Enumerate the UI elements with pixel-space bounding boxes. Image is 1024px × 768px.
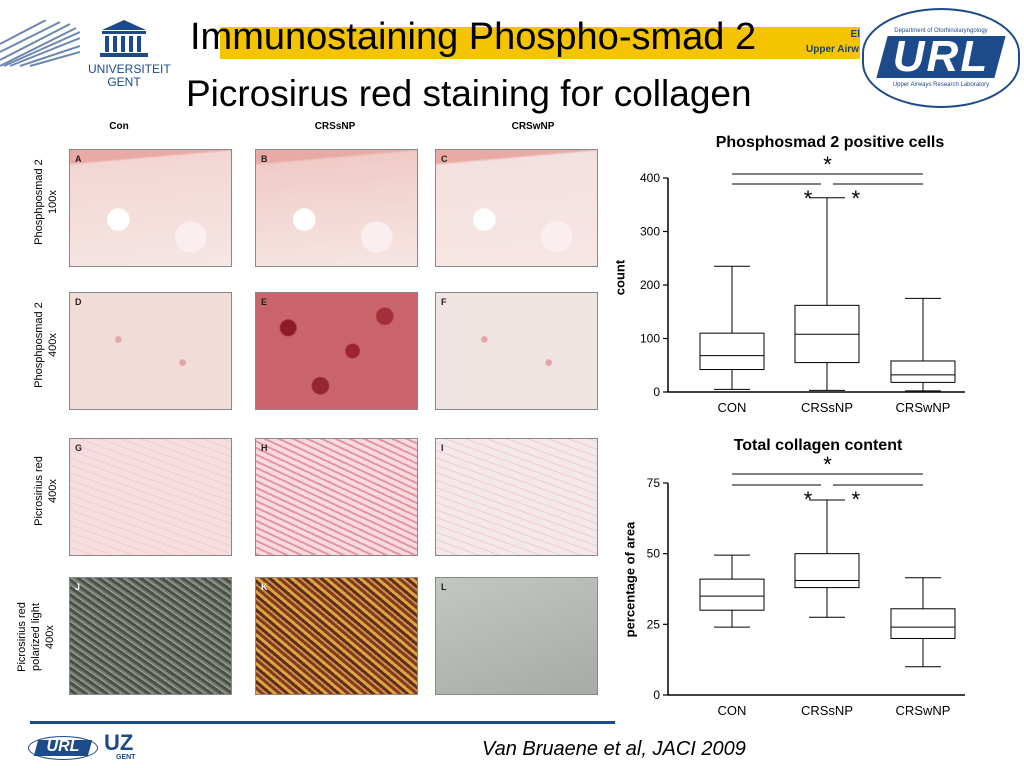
panel-letter: J — [75, 582, 81, 592]
decorative-stripe — [0, 19, 81, 68]
row-label-3: Picrosirius red 400x — [32, 426, 60, 556]
row-label-2-label-line1: Phosphposmad 2 — [33, 302, 45, 388]
footer-gent-text: GENT — [116, 754, 136, 761]
panel-letter: K — [261, 582, 268, 592]
box-con — [699, 332, 765, 371]
box-crssnp — [794, 553, 860, 589]
significance-star: * — [823, 152, 832, 177]
footer-url-logo: URL — [26, 732, 100, 762]
panel-letter: I — [441, 443, 444, 453]
y-tick-label: 25 — [647, 617, 661, 631]
significance-star: * — [804, 487, 813, 512]
row-label-4-label-line2: polarized light — [30, 603, 42, 671]
column-header-con: Con — [109, 121, 129, 132]
micrograph-panel-d: D — [69, 292, 232, 410]
y-tick-label: 400 — [640, 171, 660, 185]
panel-letter: F — [441, 297, 447, 307]
banner-text: El Upper Airw — [806, 27, 860, 59]
footer-divider — [30, 721, 615, 724]
citation: Van Bruaene et al, JACI 2009 — [482, 738, 746, 760]
micrograph-panel-l: L — [435, 577, 598, 695]
row-label-3-label-line1: Picrosirius red — [33, 456, 45, 526]
micrograph-panel-h: H — [255, 438, 418, 556]
significance-star: * — [852, 186, 861, 211]
y-tick-label: 0 — [653, 688, 660, 702]
micrograph-panel-g: G — [69, 438, 232, 556]
banner-text-line1: El — [850, 29, 860, 40]
x-tick-label: CRSsNP — [801, 400, 853, 415]
url-logo-top-text: Department of Otorhinolaryngology — [894, 28, 988, 34]
row-label-3-label-line2: 400x — [47, 479, 59, 503]
chart1-boxplot: 0 100 200 300 400 CON CRSsNP CRSwNP * * * — [640, 152, 965, 415]
micrograph-panel-i: I — [435, 438, 598, 556]
x-tick-label: CON — [718, 400, 747, 415]
footer-uz-text: UZ — [104, 730, 134, 755]
url-logo: Department of Otorhinolaryngology URL Up… — [862, 8, 1020, 108]
panel-letter: H — [261, 443, 268, 453]
slide-title-line1: Immunostaining Phospho-smad 2 — [190, 16, 757, 58]
column-header-crswnp: CRSwNP — [511, 121, 555, 132]
x-tick-label: CRSsNP — [801, 703, 853, 718]
url-logo-main: URL — [892, 32, 990, 81]
y-tick-label: 100 — [640, 332, 660, 346]
micrograph-panel-a: A — [69, 149, 232, 267]
y-tick-label: 75 — [647, 476, 661, 490]
panel-letter: B — [261, 154, 268, 164]
micrograph-panel-b: B — [255, 149, 418, 267]
micrograph-panel-k: K — [255, 577, 418, 695]
row-label-4: Picrosirius red polarized light 400x — [15, 572, 57, 702]
panel-letter: C — [441, 154, 448, 164]
micrograph-panel-f: F — [435, 292, 598, 410]
panel-letter: E — [261, 297, 268, 307]
box-con — [699, 578, 765, 611]
row-label-1: Phosphposmad 2 100x — [32, 137, 60, 267]
micrograph-panel-j: J — [69, 577, 232, 695]
ugent-logo: UNIVERSITEIT GENT — [88, 18, 171, 93]
micrograph-panel-e: E — [255, 292, 418, 410]
chart2-boxplot: 0 25 50 75 CON CRSsNP CRSwNP * * * — [647, 455, 965, 718]
x-tick-label: CRSwNP — [896, 703, 951, 718]
url-logo-bottom-text: Upper Airways Research Laboratory — [892, 82, 990, 88]
row-label-2: Phosphposmad 2 400x — [32, 280, 60, 410]
panel-letter: L — [441, 582, 447, 592]
significance-star: * — [852, 487, 861, 512]
row-label-4-label-line1: Picrosirius red — [16, 602, 28, 672]
ugent-line1: UNIVERSITEIT — [88, 62, 171, 76]
row-label-1-label-line2: 100x — [47, 190, 59, 214]
y-tick-label: 200 — [640, 278, 660, 292]
y-tick-label: 300 — [640, 225, 660, 239]
significance-star: * — [804, 186, 813, 211]
panel-letter: D — [75, 297, 82, 307]
ugent-line2: GENT — [107, 75, 141, 89]
column-header-crssnp: CRSsNP — [314, 121, 356, 132]
chart1-title: Phosphosmad 2 positive cells — [715, 134, 945, 151]
slide-title-line2: Picrosirus red staining for collagen — [186, 73, 752, 114]
ugent-building-icon — [100, 20, 148, 57]
title-highlight-bar — [220, 27, 860, 59]
row-label-1-label-line1: Phosphposmad 2 — [33, 159, 45, 245]
x-tick-label: CRSwNP — [896, 400, 951, 415]
row-label-4-label-line3: 400x — [44, 625, 56, 649]
chart2-title: Total collagen content — [733, 437, 903, 454]
box-crswnp — [890, 608, 956, 639]
row-label-2-label-line2: 400x — [47, 333, 59, 357]
footer-uz-logo: UZ GENT — [104, 732, 146, 766]
footer-url-text: URL — [46, 738, 80, 755]
y-tick-label: 0 — [653, 385, 660, 399]
panel-letter: A — [75, 154, 82, 164]
micrograph-panel-c: C — [435, 149, 598, 267]
panel-letter: G — [75, 443, 83, 453]
x-tick-label: CON — [718, 703, 747, 718]
box-crswnp — [890, 360, 956, 383]
y-tick-label: 50 — [647, 547, 661, 561]
banner-text-line2: Upper Airw — [806, 44, 859, 55]
significance-star: * — [823, 455, 832, 477]
